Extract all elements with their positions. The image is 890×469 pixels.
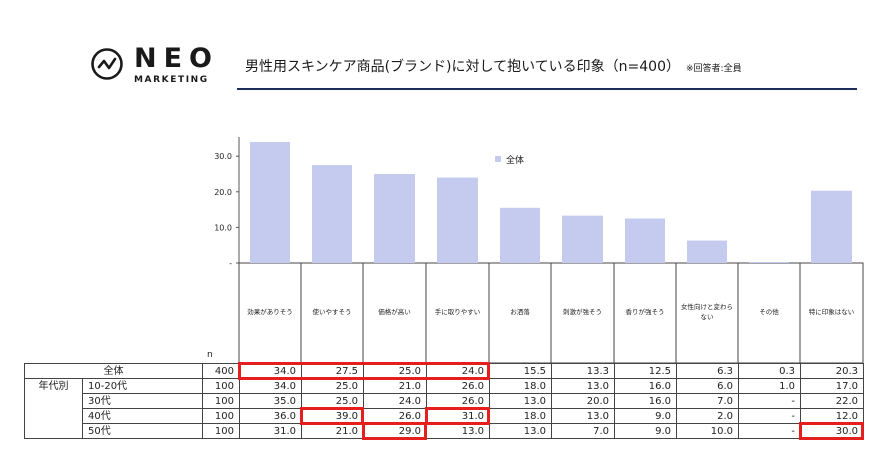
highlight-box [300, 407, 364, 425]
highlight-box [362, 422, 427, 440]
page-title: 男性用スキンケア商品(ブランド)に対して抱いている印象（n=400） [245, 59, 680, 75]
y-tick-label: 30.0 [214, 152, 232, 161]
category-label: 価格が高い [378, 307, 411, 316]
table-row: 年代別 10-20代 100 34.0 25.0 21.0 26.0 18.0 13.0 16.0… [24, 378, 864, 439]
value-cell: 16.0 [614, 393, 677, 409]
logo-subtext: MARKETING [134, 75, 209, 85]
category-label: 使いやすそう [312, 307, 352, 316]
value-cell: 13.0 [489, 423, 552, 439]
highlight-box [425, 407, 490, 425]
title-underline [237, 88, 857, 90]
category-label: 特に印象はない [808, 307, 855, 316]
value-cell: 24.0 [363, 393, 427, 409]
value-cell: 6.3 [676, 363, 739, 379]
value-cell: - [738, 423, 801, 439]
value-cell: 20.0 [551, 393, 615, 409]
bar-1 [312, 165, 352, 263]
category-label: その他 [759, 307, 779, 316]
value-cell: 7.0 [676, 393, 739, 409]
y-tick-label: 10.0 [214, 223, 232, 232]
y-tick-label: - [229, 259, 232, 268]
logo-wordmark: NEO [134, 43, 219, 74]
value-cell: 17.0 [800, 378, 864, 394]
value-cell: 13.3 [551, 363, 615, 379]
value-cell: 6.0 [676, 378, 739, 394]
bar-9 [811, 190, 852, 263]
legend-label: 全体 [506, 156, 525, 166]
value-cell: - [738, 393, 801, 409]
bar-6 [625, 218, 665, 263]
value-cell: 18.0 [489, 378, 552, 394]
value-cell: 13.0 [426, 423, 490, 439]
bar-8 [749, 261, 789, 263]
row-label: 30代 [82, 393, 203, 409]
row-label: 40代 [82, 408, 203, 424]
value-cell: 25.0 [301, 378, 364, 394]
page-title-row: 男性用スキンケア商品(ブランド)に対して抱いている印象（n=400） ※回答者:全… [245, 56, 742, 76]
y-axis: - 10.0 20.0 30.0 [214, 152, 239, 268]
n-cell: 100 [202, 378, 240, 394]
value-cell: 13.0 [551, 378, 615, 394]
row-label: 50代 [82, 423, 203, 439]
value-cell: 21.0 [301, 423, 364, 439]
value-cell: - [738, 408, 801, 424]
data-table: 全体 400 34.0 27.5 25.0 24.0 15.5 13.3 12.5 6.3 0.3 2… [24, 363, 864, 439]
value-cell: 0.3 [738, 363, 801, 379]
legend-swatch [495, 156, 501, 162]
n-cell: 100 [202, 423, 240, 439]
value-cell: 1.0 [738, 378, 801, 394]
logo-mark-icon [91, 48, 123, 80]
bar-4 [500, 207, 540, 263]
y-tick-label: 20.0 [214, 188, 232, 197]
bar-0 [250, 141, 290, 263]
highlight-box [238, 362, 490, 380]
table-row: 全体 400 34.0 27.5 25.0 24.0 15.5 13.3 12.5 6.3 0.3 2… [24, 363, 864, 379]
category-label: お洒落 [510, 307, 530, 316]
n-cell: 400 [202, 363, 240, 379]
table-row: 30代 100 35.0 25.0 24.0 26.0 13.0 20.0 16.0 7.0-22… [25, 393, 864, 409]
value-cell: 22.0 [800, 393, 864, 409]
category-label: 刺激が強そう [563, 307, 602, 316]
n-cell: 100 [202, 393, 240, 409]
value-cell: 36.0 [239, 408, 302, 424]
value-cell: 9.0 [614, 423, 677, 439]
respondent-note: ※回答者:全員 [686, 64, 742, 74]
value-cell: 20.3 [800, 363, 864, 379]
value-cell: 2.0 [676, 408, 739, 424]
value-cell: 18.0 [489, 408, 552, 424]
value-cell: 21.0 [363, 378, 427, 394]
category-label: 効果がありそう [247, 307, 293, 316]
bar-3 [437, 177, 478, 263]
n-column-label: n [207, 350, 213, 360]
value-cell: 15.5 [489, 363, 552, 379]
value-cell: 13.0 [551, 408, 615, 424]
value-cell: 35.0 [239, 393, 302, 409]
row-label: 全体 [24, 363, 203, 379]
bar-series [250, 141, 852, 263]
category-label: 香りが強そう [625, 307, 665, 316]
value-cell: 26.0 [426, 378, 490, 394]
bar-2 [374, 174, 415, 263]
category-label: 手に取りやすい [434, 307, 481, 316]
value-cell: 16.0 [614, 378, 677, 394]
value-cell: 7.0 [551, 423, 615, 439]
value-cell: 12.5 [614, 363, 677, 379]
row-label: 10-20代 [82, 378, 203, 394]
neo-marketing-logo: NEO MARKETING [90, 43, 230, 89]
value-cell: 31.0 [239, 423, 302, 439]
chart-legend: 全体 [495, 153, 524, 166]
value-cell: 34.0 [239, 378, 302, 394]
category-label: 女性向けと変わらない [681, 302, 733, 321]
group-label: 年代別 [24, 378, 83, 439]
table-row: 50代 100 31.0 21.0 29.0 13.0 13.0 7.0 9.0 10.0-30.… [25, 423, 864, 439]
bar-5 [562, 215, 603, 263]
bar-7 [687, 240, 727, 263]
n-cell: 100 [202, 408, 240, 424]
value-cell: 10.0 [676, 423, 739, 439]
highlight-box [799, 422, 864, 440]
value-cell: 9.0 [614, 408, 677, 424]
value-cell: 13.0 [489, 393, 552, 409]
